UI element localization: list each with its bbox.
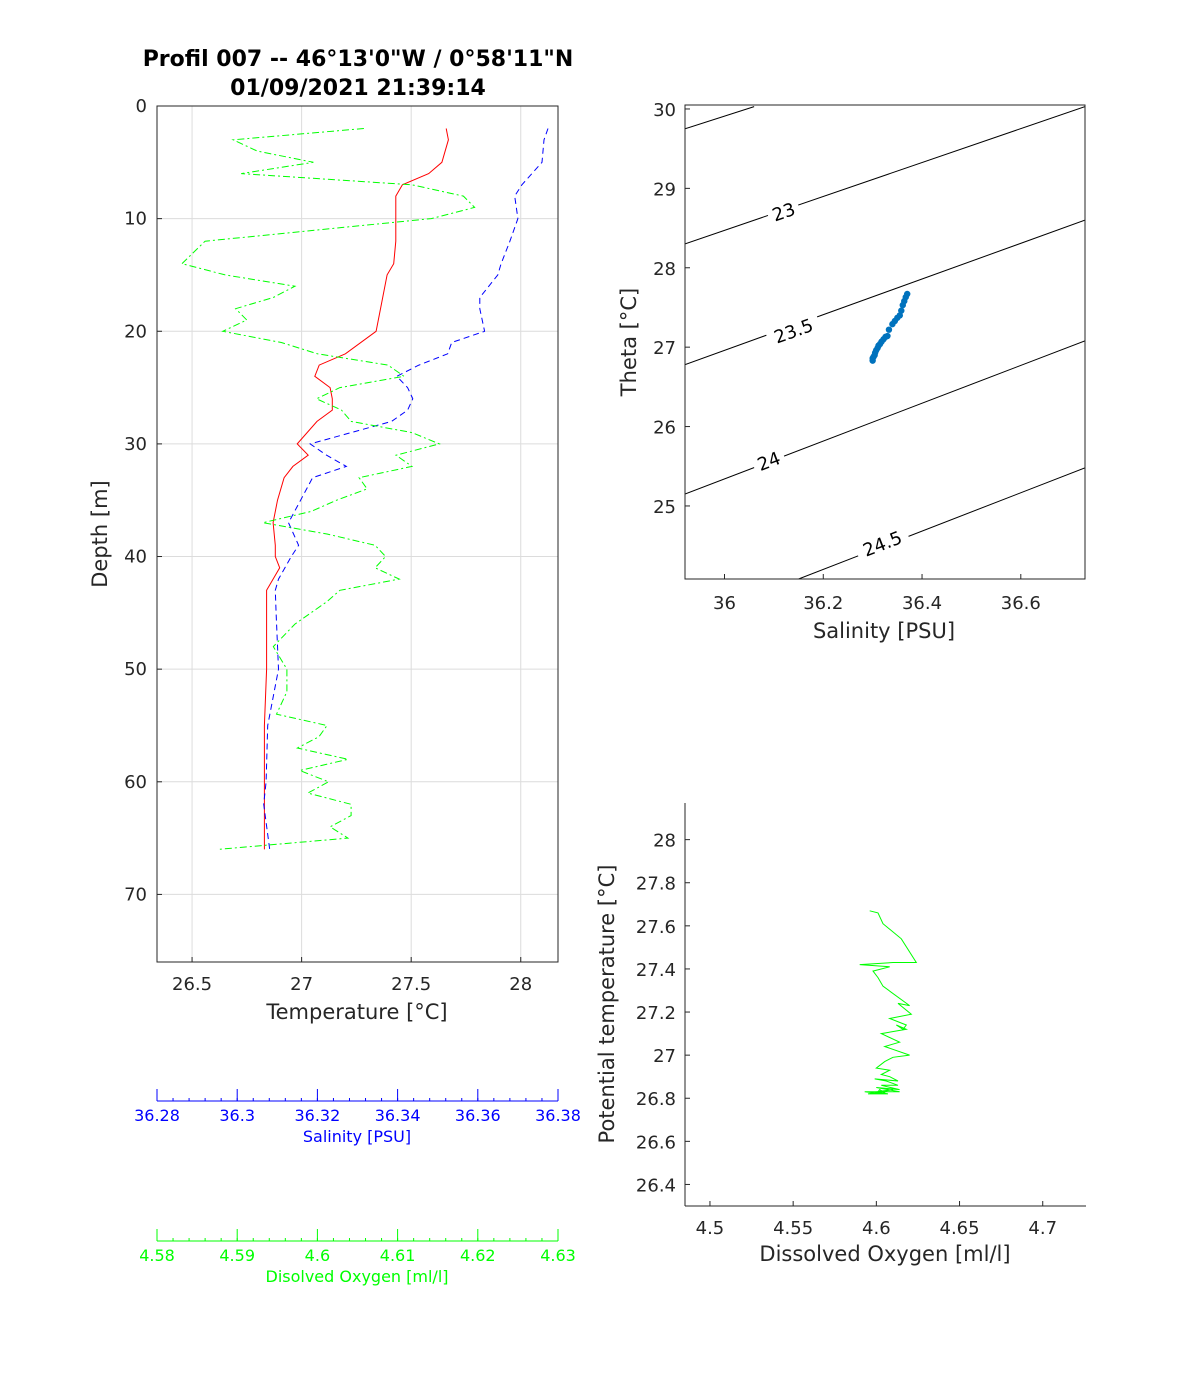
profile-subtitle: 01/09/2021 21:39:14: [230, 76, 486, 101]
density-contour: [685, 219, 1085, 366]
density-contour: [685, 340, 1085, 495]
salinity-tick-label: 36.28: [134, 1106, 180, 1125]
potential-temperature-tick-label: 26.6: [636, 1132, 676, 1153]
depth-axis-label: Depth [m]: [88, 480, 112, 587]
depth-tick-label: 60: [124, 772, 147, 793]
temperature-ticks: 26.5 27 27.5 28: [172, 957, 532, 995]
potential-temperature-tick-label: 27.2: [636, 1003, 676, 1024]
ts-y-tick-label: 26: [653, 418, 676, 439]
ts-xlabel: Salinity [PSU]: [813, 619, 955, 643]
profile-series-oxy: [180, 128, 476, 850]
ts-y-tick-label: 25: [653, 497, 676, 518]
potential-temperature-tick-label: 27.4: [636, 960, 676, 981]
potential-temperature-tick-label: 26.8: [636, 1089, 676, 1110]
ts-x-tick-label: 36.2: [803, 593, 843, 614]
temperature-tick-label: 27.5: [391, 974, 431, 995]
ts-y-tick-label: 29: [653, 179, 676, 200]
salinity-tick-label: 36.32: [294, 1106, 340, 1125]
salinity-axis-label: Salinity [PSU]: [303, 1127, 411, 1146]
temperature-tick-label: 26.5: [172, 974, 212, 995]
ts-x-tick-label: 36.4: [902, 593, 942, 614]
oxygen-x-tick-label: 4.6: [862, 1218, 891, 1239]
salinity-tick-label: 36.34: [375, 1106, 421, 1125]
potential-temperature-tick-label: 27.6: [636, 917, 676, 938]
ts-y-tick-label: 30: [653, 100, 676, 121]
contour-label: 24.5: [860, 527, 905, 561]
profile-grid: [157, 105, 558, 962]
depth-tick-label: 0: [136, 96, 147, 117]
ts-x-tick-label: 36: [713, 593, 736, 614]
density-contour: [798, 467, 1085, 579]
ts-ylabel: Theta [°C]: [617, 288, 641, 397]
oxygen-ylabel: Potential temperature [°C]: [595, 865, 619, 1144]
salinity-ticks: 36.28 36.3 36.32 36.34 36.36 36.38: [134, 1089, 581, 1125]
ts-y-tick-label: 27: [653, 338, 676, 359]
density-contour: [685, 106, 755, 130]
oxygen-tick-label: 4.61: [380, 1246, 416, 1265]
profile-axes-box: [156, 105, 559, 963]
depth-tick-label: 20: [124, 321, 147, 342]
ts-salinity-ticks: 36 36.2 36.4 36.6: [713, 574, 1041, 614]
ts-axes-box: [684, 104, 1086, 580]
ts-y-tick-label: 28: [653, 259, 676, 280]
temperature-axis-label: Temperature [°C]: [265, 1000, 447, 1024]
potential-temperature-tick-label: 26.4: [636, 1175, 676, 1196]
potential-temperature-tick-label: 27.8: [636, 874, 676, 895]
potential-temperature-tick-label: 28: [653, 831, 676, 852]
contour-label: 23.5: [771, 315, 816, 348]
ts-theta-ticks: 25 26 27 28 29 30: [653, 100, 690, 518]
oxygen-x-tick-label: 4.7: [1028, 1218, 1057, 1239]
contour-label-bg: [764, 194, 803, 228]
ts-x-tick-label: 36.6: [1001, 593, 1041, 614]
oxygen-tick-label: 4.62: [460, 1246, 496, 1265]
depth-tick-label: 70: [124, 884, 147, 905]
profile-series-sal: [263, 128, 549, 850]
oxygen-tick-label: 4.58: [139, 1246, 175, 1265]
oxygen-tick-label: 4.6: [305, 1246, 330, 1265]
ts-point: [904, 290, 911, 298]
profile-series-temp: [263, 128, 449, 850]
oxygen-axis: 4.58 4.59 4.6 4.61 4.62 4.63 Disolved Oxygen …: [139, 1229, 576, 1286]
profile-title: Profil 007 -- 46°13'0"W / 0°58'11"N: [143, 47, 574, 72]
oxygen-trace: [859, 910, 918, 1095]
profile-series: [180, 128, 549, 850]
depth-tick-label: 50: [124, 659, 147, 680]
temperature-tick-label: 28: [509, 974, 532, 995]
oxygen-tick-label: 4.59: [219, 1246, 255, 1265]
oxygen-x-tick-label: 4.5: [696, 1218, 725, 1239]
profile-panel: Profil 007 -- 46°13'0"W / 0°58'11"N 01/0…: [88, 47, 573, 1024]
ts-point: [898, 307, 905, 314]
salinity-tick-label: 36.36: [455, 1106, 501, 1125]
depth-ticks: 0 10 20 30 40 50 60 70: [124, 96, 162, 905]
oxygen-panel: 4.5 4.55 4.6 4.65 4.7 26.4 26.6 26.8 27 27.2 27.4…: [595, 803, 1086, 1266]
contour-label-bg: [852, 522, 912, 565]
ts-point: [885, 326, 893, 333]
oxygen-axis-label: Disolved Oxygen [ml/l]: [266, 1267, 449, 1286]
oxygen-x-tick-label: 4.65: [940, 1218, 980, 1239]
salinity-axis: 36.28 36.3 36.32 36.34 36.36 36.38 Salinity […: [134, 1089, 581, 1146]
potential-temperature-ticks: 26.4 26.6 26.8 27 27.2 27.4 27.6 27.8 28: [636, 831, 690, 1196]
oxygen-x-ticks: 4.5 4.55 4.6 4.65 4.7: [696, 1201, 1057, 1239]
ts-points: [869, 290, 911, 364]
salinity-tick-label: 36.3: [219, 1106, 255, 1125]
density-contour: [685, 106, 1085, 245]
oxygen-line: [859, 910, 918, 1095]
oxygen-tick-label: 4.63: [540, 1246, 576, 1265]
oxygen-ticks: 4.58 4.59 4.6 4.61 4.62 4.63: [139, 1229, 576, 1265]
temperature-tick-label: 27: [290, 974, 313, 995]
ts-point: [884, 332, 891, 340]
depth-tick-label: 10: [124, 209, 147, 230]
depth-tick-label: 30: [124, 434, 147, 455]
salinity-tick-label: 36.38: [535, 1106, 581, 1125]
oxygen-xlabel: Dissolved Oxygen [ml/l]: [759, 1242, 1010, 1266]
depth-tick-label: 40: [124, 547, 147, 568]
potential-temperature-tick-label: 27: [653, 1046, 676, 1067]
contour-label-bg: [763, 309, 823, 351]
contour-label-bg: [749, 443, 788, 478]
oxygen-x-tick-label: 4.55: [773, 1218, 813, 1239]
